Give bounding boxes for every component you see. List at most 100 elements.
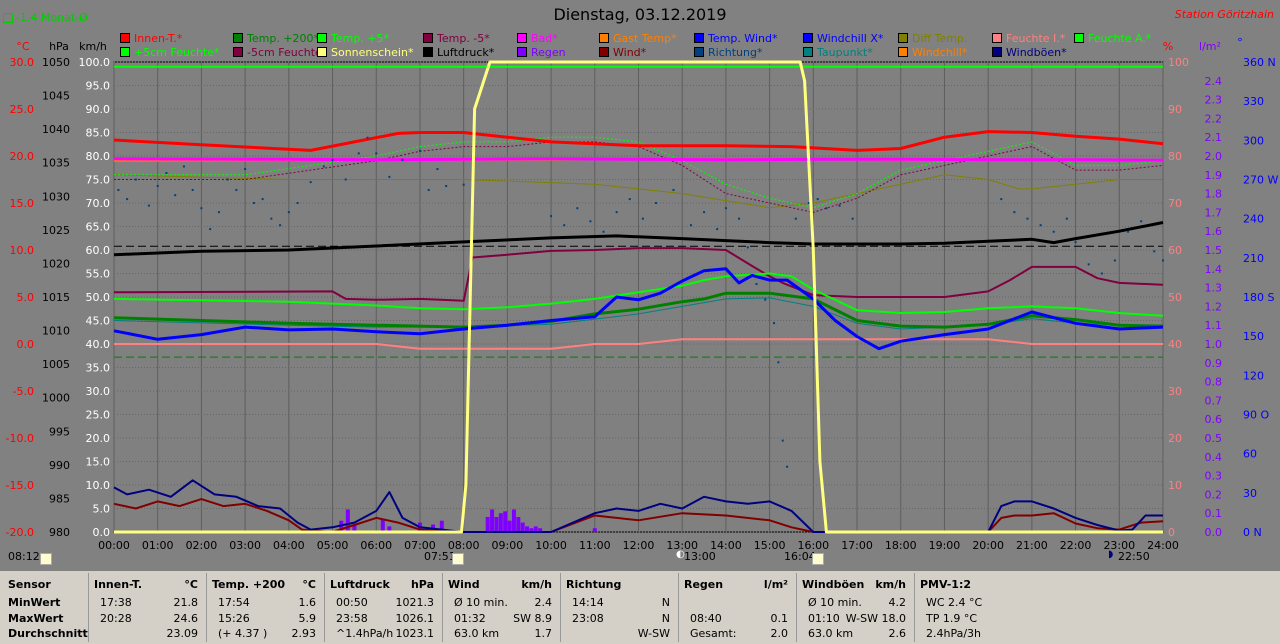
x-tick-label: 17:00 [841,539,873,552]
stats-avg-value: W-SW [637,627,670,640]
stats-column-title: Richtung [566,578,622,591]
stats-max-value: SW 8.9 [513,612,552,625]
wind-tick-label: 65.0 [86,221,111,234]
chart-title: Dienstag, 03.12.2019 [553,5,727,24]
legend-label: -5cm Feuchte* [247,46,328,59]
humidity-tick-label: 60 [1168,244,1182,257]
wind-tick-label: 75.0 [86,174,111,187]
humidity-tick-label: 90 [1168,103,1182,116]
noon-time: 13:00 [684,550,716,563]
rain-tick-label: 1.8 [1205,188,1223,201]
legend-swatch [317,33,327,43]
pressure-tick-label: 1040 [42,123,70,136]
avg-label: Durchschnitt [8,627,88,640]
direction-point [375,152,378,155]
stats-column: Luftdruck hPa 00:50 1021.3 23:58 1026.1 ^1.4hP… [324,571,442,644]
rain-tick-label: 1.5 [1205,244,1223,257]
rain-tick-label: 0.9 [1205,357,1223,370]
sunrise-time: 07:51 [424,550,456,563]
stats-avg-note: (+ 4.37 ) [218,627,268,640]
stats-min-time: 00:50 [336,596,368,609]
stats-max-value: 24.6 [173,612,199,625]
stats-min-value: N [661,596,670,609]
stats-column: PMV-1:2 WC 2.4 °C TP 1.9 °C 2.4hPa/3h [914,571,1032,644]
stats-separator [324,573,325,642]
x-tick-label: 21:00 [1016,539,1048,552]
legend-swatch [694,33,704,43]
direction-tick-label: 330 [1243,95,1264,108]
current-time-label: 08:12 [8,550,40,563]
temp-tick-label: 15.0 [10,197,35,210]
direction-tick-label: 150 [1243,330,1264,343]
series-innen-t [113,130,1164,152]
direction-point [134,178,137,181]
stats-column-title: Temp. +200 [212,578,286,591]
stats-avg-value: 2.93 [291,627,317,640]
stats-column-title: PMV-1:2 [920,578,971,591]
temp-tick-label: 10.0 [10,244,35,257]
max-label: MaxWert [8,612,64,625]
stats-avg-value: 2.6 [888,627,907,640]
x-tick-label: 18:00 [885,539,917,552]
legend-swatch [517,33,527,43]
direction-point [182,165,185,168]
series-temp-wind [113,267,1164,351]
x-tick-label: 24:00 [1147,539,1179,552]
direction-point [550,215,553,218]
wind-tick-label: 60.0 [86,244,111,257]
wind-axis-unit: km/h [79,40,107,53]
rain-tick-label: 0.0 [1205,526,1223,539]
rain-bar [592,528,597,532]
stats-separator [206,573,207,642]
stats-avg-value: 2.0 [770,627,789,640]
temp-tick-label: -20.0 [6,526,34,539]
direction-point [851,217,854,220]
legend-label: Feuchte I.* [1006,32,1066,45]
rain-bar [529,528,534,532]
direction-point [576,207,579,210]
stats-avg-value: 23.09 [166,627,199,640]
stats-separator [442,573,443,642]
rain-bar [345,509,350,532]
legend-label: Richtung* [708,46,763,59]
direction-point [462,183,465,186]
pressure-tick-label: 1025 [42,224,70,237]
humidity-tick-label: 70 [1168,197,1182,210]
direction-tick-label: 180 S [1243,291,1274,304]
rain-bar [498,513,503,532]
x-tick-label: 09:00 [492,539,524,552]
rain-tick-label: 2.4 [1205,75,1223,88]
series-5cm-feuchte [114,136,1164,209]
legend-swatch [517,47,527,57]
stats-column: Innen-T. °C 17:38 21.8 20:28 24.6 23.09 [88,571,206,644]
series-temp-5 [113,272,1164,317]
stats-column-unit: l/m² [763,578,788,591]
rain-bar [538,528,543,532]
legend-label: Bad* [531,32,558,45]
pressure-tick-label: 1000 [42,392,70,405]
direction-point [654,202,657,204]
stats-max-value: W-SW 18.0 [845,612,906,625]
legend-item: Feuchte A.* [1074,32,1151,45]
direction-point [344,178,347,181]
stats-separator [914,573,915,642]
direction-point [309,181,312,184]
direction-point [781,439,784,442]
temp-tick-label: -15.0 [6,479,34,492]
direction-point [628,198,631,201]
stats-max-value: 1026.1 [395,612,435,625]
direction-point [777,361,780,364]
legend-item: Temp. Wind* [694,32,777,45]
direction-point [563,224,566,227]
legend-item: Taupunkt* [803,46,873,59]
legend-label: Temp. +5* [331,32,390,45]
pressure-tick-label: 1045 [42,90,70,103]
wind-tick-label: 20.0 [86,432,111,445]
rain-tick-label: 0.3 [1205,470,1223,483]
legend-swatch [898,47,908,57]
legend-label: Innen-T.* [134,32,183,45]
series-feuchte-i [114,338,1163,350]
wind-tick-label: 95.0 [86,80,111,93]
x-tick-label: 19:00 [929,539,961,552]
direction-point [418,149,421,152]
